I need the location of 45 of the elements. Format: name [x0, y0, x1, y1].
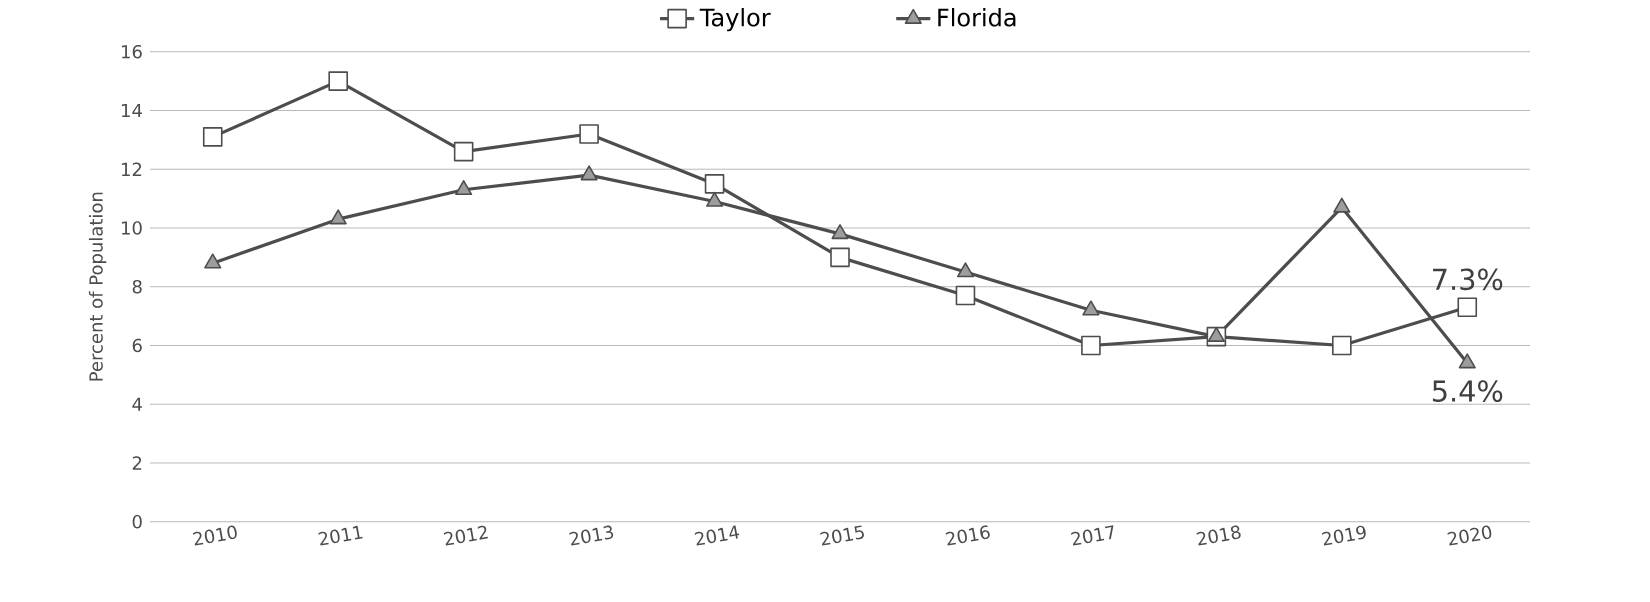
point	[705, 191, 724, 207]
data-label: 5.4%	[1432, 380, 1503, 403]
x-tick-label: 2012	[443, 525, 488, 546]
point	[453, 141, 474, 162]
x-tick-label: 2016	[945, 525, 990, 546]
x-tick-label: 2013	[569, 525, 614, 546]
point	[831, 224, 849, 240]
point	[704, 174, 725, 194]
x-tick-label: 2017	[1071, 525, 1114, 546]
y-tick-label: 6	[132, 338, 142, 353]
point	[579, 124, 599, 144]
point	[1082, 300, 1100, 316]
x-tick-label: 2019	[1322, 525, 1366, 546]
y-tick-label: 4	[132, 397, 142, 411]
x-tick-label: 2020	[1447, 525, 1492, 546]
y-axis-title: Percent of Population	[88, 192, 107, 381]
legend-label: Taylor	[699, 8, 771, 32]
y-tick-label: 0	[132, 515, 142, 529]
x-tick-label: 2014	[694, 525, 740, 546]
x-tick-label: 2011	[318, 525, 363, 546]
point	[830, 247, 850, 268]
point	[329, 209, 347, 225]
point	[955, 285, 976, 306]
point	[328, 71, 348, 92]
point	[1457, 297, 1478, 318]
y-tick-label: 14	[122, 104, 142, 118]
y-tick-label: 10	[122, 221, 142, 235]
point	[1332, 335, 1352, 356]
y-tick-label: 2	[132, 456, 142, 470]
legend-label: Florida	[938, 8, 1016, 27]
point	[1458, 353, 1476, 369]
x-tick-label: 2010	[192, 525, 237, 546]
y-tick-label: 16	[122, 45, 142, 59]
point	[204, 253, 222, 269]
y-tick-label: 8	[132, 280, 142, 294]
point	[1333, 197, 1351, 213]
point	[1081, 335, 1101, 356]
y-tick-label: 12	[122, 162, 142, 177]
x-tick-label: 2018	[1196, 525, 1241, 546]
point	[455, 180, 473, 196]
point	[202, 127, 223, 147]
data-label: 7.3%	[1433, 268, 1503, 291]
point	[956, 262, 975, 278]
point	[580, 165, 598, 181]
x-tick-label: 2015	[820, 525, 864, 546]
